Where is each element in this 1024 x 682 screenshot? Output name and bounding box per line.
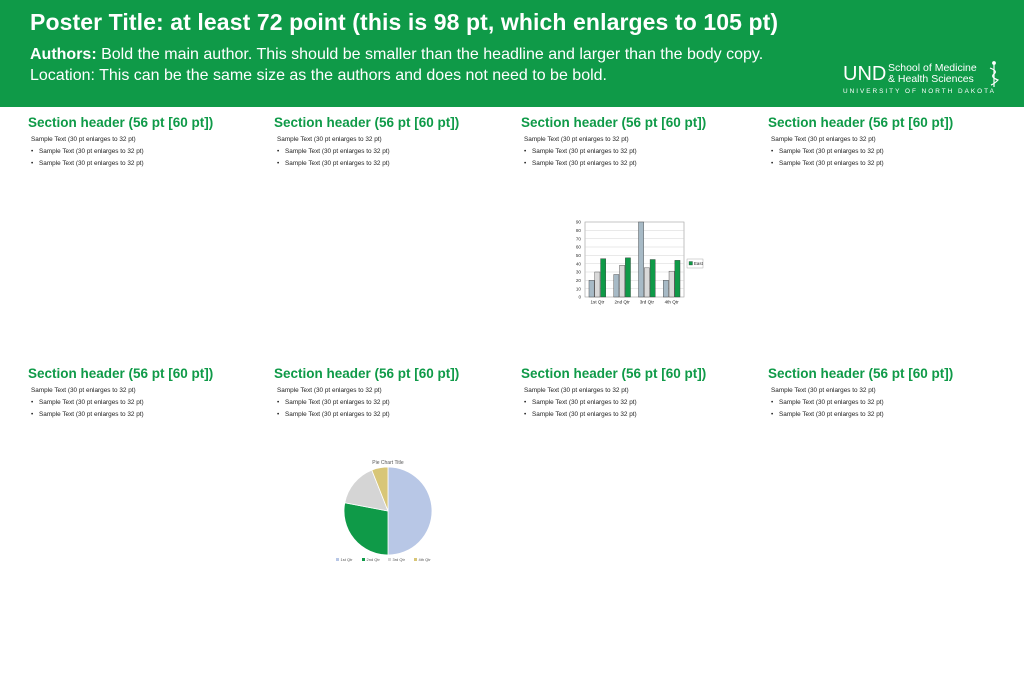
bullet-item: Sample Text (30 pt enlarges to 32 pt) — [771, 160, 998, 167]
section-header: Section header (56 pt [60 pt]) — [274, 115, 460, 130]
und-logo: UND School of Medicine & Health Sciences… — [843, 61, 1000, 95]
bullet-item: Sample Text (30 pt enlarges to 32 pt) — [524, 399, 751, 406]
x-tick-label: 3rd Qtr — [640, 300, 655, 305]
y-tick-label: 20 — [576, 278, 582, 283]
legend-label: 4th Qtr — [419, 557, 432, 562]
section-header: Section header (56 pt [60 pt]) — [28, 115, 214, 130]
bar — [600, 258, 606, 298]
legend-label: East — [694, 261, 704, 266]
y-tick-label: 50 — [576, 253, 582, 258]
section-header: Section header (56 pt [60 pt]) — [768, 115, 954, 130]
bullet-item: Sample Text (30 pt enlarges to 32 pt) — [524, 411, 751, 418]
section-5: Section header (56 pt [60 pt]) Sample Te… — [28, 366, 258, 423]
sample-text: Sample Text (30 pt enlarges to 32 pt) — [31, 387, 136, 394]
bar — [674, 260, 681, 298]
x-tick-label: 1st Qtr — [590, 300, 604, 305]
authors-line: Authors: Bold the main author. This shou… — [30, 46, 763, 64]
bar — [649, 259, 656, 298]
section-4: Section header (56 pt [60 pt]) Sample Te… — [768, 115, 998, 172]
y-tick-label: 70 — [576, 236, 582, 241]
bullet-item: Sample Text (30 pt enlarges to 32 pt) — [524, 148, 751, 155]
section-header: Section header (56 pt [60 pt]) — [28, 366, 214, 381]
bullet-item: Sample Text (30 pt enlarges to 32 pt) — [31, 148, 258, 155]
bar — [613, 274, 620, 298]
y-tick-label: 60 — [576, 245, 582, 250]
logo-line3: UNIVERSITY OF NORTH DAKOTA — [843, 88, 996, 95]
x-tick-label: 2nd Qtr — [614, 300, 630, 305]
y-tick-label: 10 — [576, 286, 582, 291]
logo-line1: School of Medicine — [888, 62, 977, 74]
legend-swatch — [362, 558, 365, 561]
authors-label: Authors: — [30, 46, 97, 63]
section-2: Section header (56 pt [60 pt]) Sample Te… — [274, 115, 504, 172]
section-1: Section header (56 pt [60 pt]) Sample Te… — [28, 115, 258, 172]
sample-text: Sample Text (30 pt enlarges to 32 pt) — [31, 136, 136, 143]
authors-text: Bold the main author. This should be sma… — [101, 46, 764, 63]
x-tick-label: 4th Qtr — [665, 300, 680, 305]
bullet-item: Sample Text (30 pt enlarges to 32 pt) — [277, 160, 504, 167]
bar — [594, 271, 601, 298]
sample-text: Sample Text (30 pt enlarges to 32 pt) — [277, 136, 382, 143]
pie-slice — [387, 466, 433, 556]
pie-slice — [344, 469, 389, 512]
y-tick-label: 30 — [576, 270, 582, 275]
pie-slice — [343, 502, 389, 556]
section-header: Section header (56 pt [60 pt]) — [768, 366, 954, 381]
legend-label: 2nd Qtr — [367, 557, 381, 562]
pie-chart: Pie Chart Title 1st Qtr 2nd Qtr 3rd Qtr 4th … — [336, 460, 433, 562]
bullet-item: Sample Text (30 pt enlarges to 32 pt) — [277, 399, 504, 406]
logo-line2: & Health Sciences — [888, 73, 974, 85]
bullet-item: Sample Text (30 pt enlarges to 32 pt) — [277, 148, 504, 155]
caduceus-icon — [989, 61, 1000, 87]
legend-swatch — [388, 558, 391, 561]
pie-slice — [371, 466, 389, 512]
section-3: Section header (56 pt [60 pt]) Sample Te… — [521, 115, 751, 172]
legend-swatch — [336, 558, 339, 561]
y-tick-label: 90 — [576, 220, 582, 225]
y-tick-label: 40 — [576, 261, 582, 266]
bar — [663, 280, 669, 298]
location-text: Location: This can be the same size as t… — [30, 67, 607, 84]
bar — [644, 267, 650, 298]
sample-text: Sample Text (30 pt enlarges to 32 pt) — [524, 387, 629, 394]
bullet-item: Sample Text (30 pt enlarges to 32 pt) — [524, 160, 751, 167]
bar — [625, 257, 631, 298]
sample-text: Sample Text (30 pt enlarges to 32 pt) — [277, 387, 382, 394]
logo-mark: UND — [843, 63, 886, 85]
poster-header: Poster Title: at least 72 point (this is… — [0, 0, 1024, 107]
legend-swatch — [688, 261, 693, 266]
bullet-item: Sample Text (30 pt enlarges to 32 pt) — [277, 411, 504, 418]
bullet-item: Sample Text (30 pt enlarges to 32 pt) — [771, 148, 998, 155]
y-tick-label: 0 — [578, 295, 581, 300]
poster-title: Poster Title: at least 72 point (this is… — [30, 9, 779, 35]
sample-text: Sample Text (30 pt enlarges to 32 pt) — [771, 136, 876, 143]
section-header: Section header (56 pt [60 pt]) — [274, 366, 460, 381]
sample-text: Sample Text (30 pt enlarges to 32 pt) — [771, 387, 876, 394]
bullet-item: Sample Text (30 pt enlarges to 32 pt) — [771, 399, 998, 406]
bullet-item: Sample Text (30 pt enlarges to 32 pt) — [771, 411, 998, 418]
section-7: Section header (56 pt [60 pt]) Sample Te… — [521, 366, 751, 423]
bar — [638, 221, 644, 298]
section-header: Section header (56 pt [60 pt]) — [521, 115, 707, 130]
bar — [668, 270, 675, 298]
y-tick-label: 80 — [576, 228, 582, 233]
sample-text: Sample Text (30 pt enlarges to 32 pt) — [524, 136, 629, 143]
bar — [619, 265, 625, 298]
bullet-item: Sample Text (30 pt enlarges to 32 pt) — [31, 399, 258, 406]
legend-label: 3rd Qtr — [393, 557, 406, 562]
legend-box — [686, 258, 704, 269]
bar-chart: 0 10 20 30 40 50 60 70 80 90 1st Qtr 2nd Qtr 3rd Qtr… — [576, 220, 704, 305]
section-6: Section header (56 pt [60 pt]) Sample Te… — [274, 366, 504, 423]
pie-title: Pie Chart Title — [372, 460, 404, 466]
bar — [588, 280, 595, 298]
section-header: Section header (56 pt [60 pt]) — [521, 366, 707, 381]
bullet-item: Sample Text (30 pt enlarges to 32 pt) — [31, 160, 258, 167]
bullet-item: Sample Text (30 pt enlarges to 32 pt) — [31, 411, 258, 418]
legend-label: 1st Qtr — [341, 557, 354, 562]
section-8: Section header (56 pt [60 pt]) Sample Te… — [768, 366, 998, 423]
legend-swatch — [414, 558, 417, 561]
